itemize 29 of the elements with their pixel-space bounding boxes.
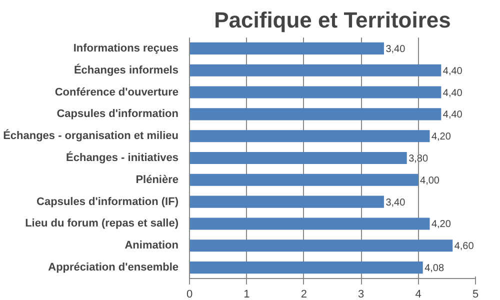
y-tick-label: Capsules d'information (IF) <box>36 196 179 208</box>
data-label: 4,60 <box>454 241 474 252</box>
data-label: 4,00 <box>420 175 440 186</box>
data-label: 3,40 <box>386 44 406 55</box>
x-tick-label: 5 <box>472 288 479 300</box>
y-tick-label: Lieu du forum (repas et salle) <box>25 218 179 230</box>
y-tick-label: Capsules d'information <box>56 108 179 120</box>
data-label: 4,40 <box>442 110 463 121</box>
x-tick-label: 4 <box>415 288 422 300</box>
y-tick-label: Appréciation d'ensemble <box>48 262 179 274</box>
data-label: 3,40 <box>386 197 406 208</box>
y-tick-label: Conférence d'ouverture <box>54 86 179 98</box>
data-label: 3,80 <box>408 154 428 164</box>
data-label: 4,40 <box>442 66 463 77</box>
x-tick-label: 3 <box>358 288 364 300</box>
data-label: 4,20 <box>431 219 452 230</box>
y-tick-label: Échanges - organisation et milieu <box>3 129 179 142</box>
y-tick-label: Animation <box>124 240 179 252</box>
data-label: 4,20 <box>431 132 452 143</box>
x-tick-label: 0 <box>186 288 193 300</box>
x-tick-label: 1 <box>244 288 250 300</box>
data-label: 4,40 <box>442 88 463 99</box>
y-tick-label: Informations reçues <box>73 42 178 54</box>
y-tick-label: Échanges - initiatives <box>66 151 179 164</box>
data-label: 4,08 <box>424 263 444 274</box>
y-tick-label: Plénière <box>136 174 179 186</box>
x-tick-label: 2 <box>300 288 307 300</box>
y-tick-label: Échanges informels <box>74 63 179 76</box>
chart-title: Pacifique et Territoires <box>214 8 451 32</box>
